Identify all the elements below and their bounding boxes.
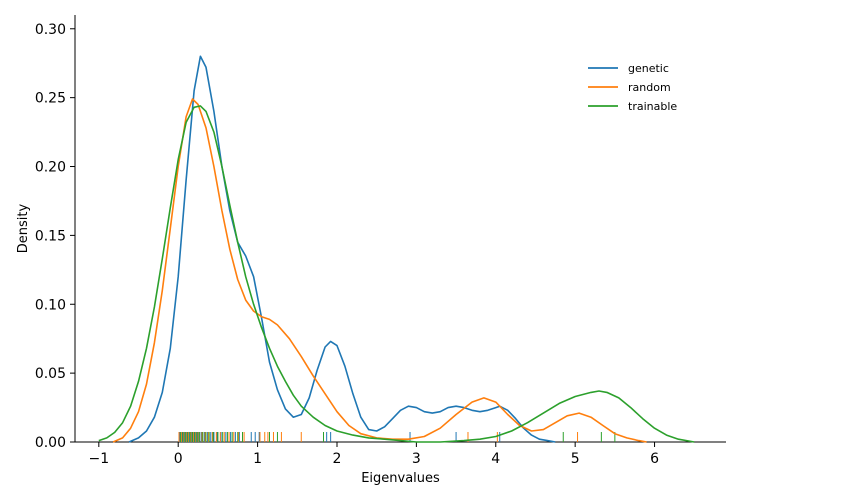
rug-marks — [178, 432, 616, 442]
density-curves — [98, 55, 695, 443]
y-tick-label: 0.10 — [35, 297, 66, 313]
density-line-genetic — [128, 55, 556, 443]
legend-item-trainable: trainable — [588, 100, 677, 113]
y-tick-label: 0.00 — [35, 435, 66, 451]
legend-item-genetic: genetic — [588, 62, 669, 75]
y-tick-label: 0.15 — [35, 228, 66, 244]
x-axis-label: Eigenvalues — [361, 471, 440, 486]
legend-label: genetic — [628, 62, 669, 75]
x-ticks: −1 0 1 2 3 4 5 6 — [88, 442, 659, 467]
y-tick-label: 0.25 — [35, 91, 66, 107]
x-tick-label: −1 — [88, 451, 109, 467]
x-tick-label: 3 — [412, 451, 421, 467]
y-tick-label: 0.30 — [35, 22, 66, 38]
axes: −1 0 1 2 3 4 5 6 0.00 0.05 0.10 0.15 0.20 0.25 0.30 — [35, 15, 726, 467]
legend-item-random: random — [588, 81, 671, 94]
density-line-trainable — [98, 105, 695, 443]
legend-label: random — [628, 81, 671, 94]
y-ticks: 0.00 0.05 0.10 0.15 0.20 0.25 0.30 — [35, 22, 75, 451]
density-line-random — [112, 98, 647, 443]
y-axis-label: Density — [16, 203, 31, 253]
legend: genetic random trainable — [588, 62, 677, 113]
x-tick-label: 2 — [333, 451, 342, 467]
y-tick-label: 0.20 — [35, 160, 66, 176]
x-tick-label: 5 — [571, 451, 580, 467]
x-tick-label: 1 — [253, 451, 262, 467]
x-tick-label: 6 — [650, 451, 659, 467]
x-tick-label: 0 — [174, 451, 183, 467]
x-tick-label: 4 — [491, 451, 500, 467]
y-tick-label: 0.05 — [35, 366, 66, 382]
legend-label: trainable — [628, 100, 677, 113]
